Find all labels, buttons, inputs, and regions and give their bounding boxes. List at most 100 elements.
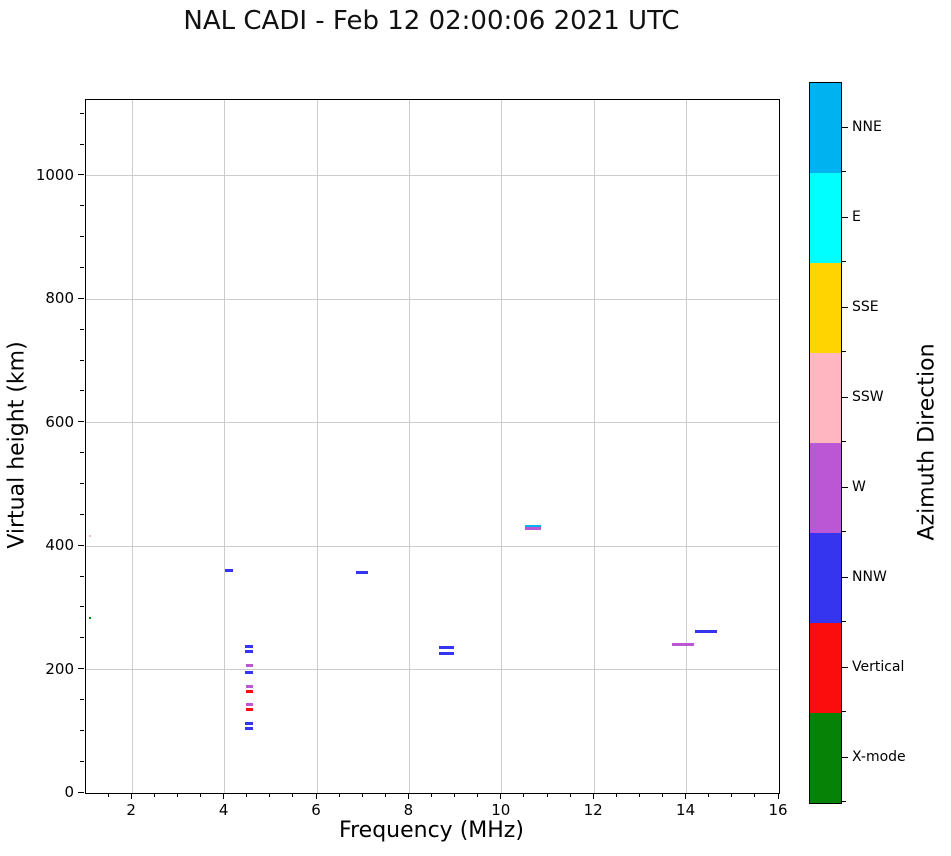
colorbar-label-Vertical: Vertical (852, 659, 905, 675)
colorbar (809, 82, 842, 804)
x-tick (592, 793, 594, 799)
data-point-W (245, 684, 253, 688)
colorbar-label-NNW: NNW (852, 569, 887, 585)
y-minor-tick (80, 729, 84, 731)
gridline-y-1000 (86, 175, 779, 177)
colorbar-label-SSW: SSW (852, 389, 884, 405)
x-tick (500, 793, 502, 799)
x-minor-tick (246, 793, 248, 797)
x-minor-tick (708, 793, 710, 797)
x-minor-tick (731, 793, 733, 797)
colorbar-boundary-tick (842, 441, 846, 442)
colorbar-title: Azimuth Direction (914, 343, 940, 541)
x-minor-tick (107, 793, 109, 797)
gridline-x-10 (501, 100, 503, 793)
y-tick-label: 800 (45, 289, 74, 308)
gridline-x-6 (316, 100, 318, 793)
colorbar-tick (842, 126, 848, 128)
x-tick-label: 6 (311, 801, 321, 819)
x-minor-tick (176, 793, 178, 797)
x-minor-tick (338, 793, 340, 797)
colorbar-tick (842, 666, 848, 668)
colorbar-tick (842, 216, 848, 218)
x-tick-label: 14 (676, 801, 696, 819)
y-tick-label: 1000 (35, 165, 74, 184)
colorbar-boundary-tick (842, 261, 846, 262)
data-point-NNW (356, 571, 369, 575)
y-tick (78, 174, 84, 176)
data-point-NNW (694, 629, 717, 633)
colorbar-boundary-tick (842, 171, 846, 172)
data-point-NNW (245, 650, 254, 654)
y-axis-label: Virtual height (km) (4, 341, 30, 549)
x-minor-tick (200, 793, 201, 797)
colorbar-label-W: W (852, 479, 866, 495)
y-tick-label: 600 (45, 412, 74, 431)
gridline-y-200 (86, 669, 779, 671)
data-point-NNW (245, 671, 254, 675)
gridline-y-600 (86, 422, 779, 424)
colorbar-segment-SSW (810, 353, 841, 443)
x-tick (777, 793, 779, 799)
gridline-x-14 (686, 100, 688, 793)
x-minor-tick (454, 793, 456, 797)
colorbar-tick (842, 486, 848, 488)
x-minor-tick (477, 793, 479, 797)
y-minor-tick (80, 328, 84, 330)
x-tick (315, 793, 317, 799)
x-minor-tick (431, 793, 432, 797)
y-minor-tick (80, 513, 84, 515)
colorbar-boundary-tick (842, 711, 846, 712)
x-tick-label: 2 (126, 801, 136, 819)
y-minor-tick (80, 236, 84, 238)
data-point-NNW (438, 652, 454, 656)
x-tick-label: 10 (491, 801, 511, 819)
y-minor-tick (80, 606, 84, 608)
x-tick-label: 8 (403, 801, 414, 819)
colorbar-segment-NNE (810, 83, 841, 173)
colorbar-label-NNE: NNE (852, 119, 882, 135)
gridline-x-4 (224, 100, 226, 793)
colorbar-boundary-tick (842, 621, 846, 622)
x-minor-tick (153, 793, 155, 797)
x-tick (130, 793, 132, 799)
x-minor-tick (292, 793, 294, 797)
data-point-W (245, 663, 253, 667)
x-tick-label: 4 (218, 801, 229, 819)
y-tick-label: 200 (45, 659, 74, 678)
data-point-X-mode (89, 616, 92, 619)
data-point-NNW (245, 727, 254, 731)
data-point-NNW (245, 721, 254, 725)
y-tick (78, 791, 84, 793)
data-point-NNW (245, 644, 254, 648)
colorbar-segment-SSE (810, 263, 841, 353)
y-minor-tick (80, 112, 84, 114)
colorbar-boundary-tick (842, 351, 846, 352)
data-point-NNW (225, 569, 234, 573)
colorbar-segment-X-mode (810, 713, 841, 803)
y-minor-tick (80, 637, 84, 639)
gridline-y-400 (86, 545, 779, 547)
colorbar-tick (842, 756, 848, 758)
colorbar-tick (842, 396, 848, 398)
data-point-Vertical (245, 708, 253, 712)
y-minor-tick (80, 760, 84, 762)
colorbar-boundary-tick (842, 801, 846, 802)
data-point-W (524, 527, 541, 531)
y-tick-label: 0 (64, 783, 74, 801)
x-axis-label: Frequency (MHz) (339, 818, 524, 843)
y-minor-tick (80, 698, 84, 700)
data-point-W (672, 643, 695, 647)
x-minor-tick (638, 793, 640, 797)
colorbar-boundary-tick (842, 531, 846, 532)
data-point-NNW (438, 646, 454, 650)
gridline-x-8 (408, 100, 410, 793)
x-tick (685, 793, 687, 799)
x-tick (223, 793, 225, 799)
y-tick (78, 421, 84, 423)
data-point-Vertical (245, 690, 253, 694)
x-minor-tick (361, 793, 363, 797)
x-minor-tick (523, 793, 525, 797)
gridline-x-2 (131, 100, 133, 793)
